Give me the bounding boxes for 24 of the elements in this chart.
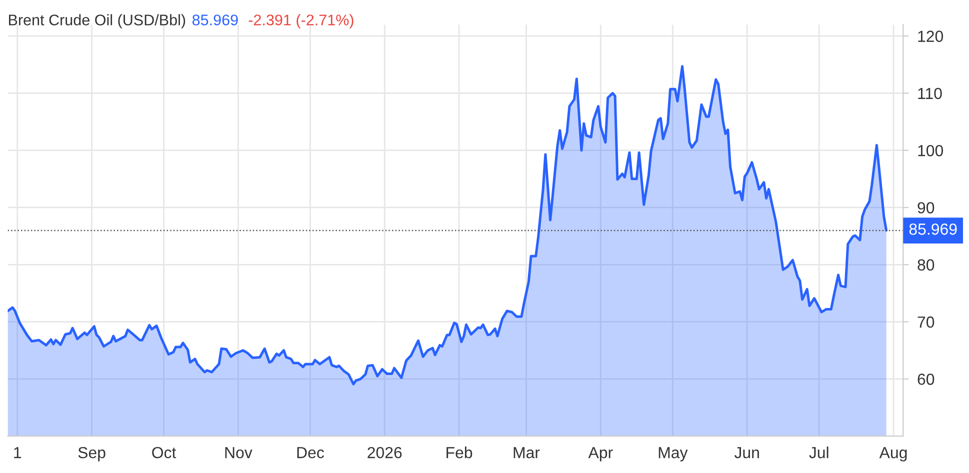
y-tick-label: 120 — [918, 30, 944, 42]
x-tick-label: Nov — [225, 447, 252, 458]
x-tick-label: Sep — [78, 446, 106, 462]
y-tick-label: 80 — [918, 259, 934, 271]
y-tick-label: 70 — [918, 316, 934, 328]
x-tick-label: Feb — [446, 446, 472, 458]
x-tick-label: May — [658, 447, 688, 462]
x-tick-label: 2026 — [368, 446, 402, 458]
x-tick-label: 1 — [14, 447, 22, 458]
x-tick-label: Mar — [514, 447, 540, 458]
x-tick-label: Aug — [879, 447, 907, 462]
y-tick-label: 100 — [918, 144, 944, 156]
annotation: 85.969 — [192, 14, 238, 26]
x-tick-label: Jul — [809, 446, 828, 458]
annotation: -2.391 (-2.71%) — [248, 14, 354, 28]
x-tick-label: Jun — [734, 447, 759, 458]
y-tick-label: 110 — [918, 88, 942, 100]
x-tick-label: Dec — [297, 447, 324, 458]
y-tick-label: 60 — [918, 374, 934, 385]
y-tick-label: 90 — [918, 202, 934, 214]
x-tick-label: Oct — [152, 446, 176, 458]
x-tick-label: Apr — [588, 447, 613, 462]
ref-line-label: 85.969 — [909, 224, 957, 235]
chart-title: Brent Crude Oil (USD/Bbl) — [9, 14, 186, 28]
